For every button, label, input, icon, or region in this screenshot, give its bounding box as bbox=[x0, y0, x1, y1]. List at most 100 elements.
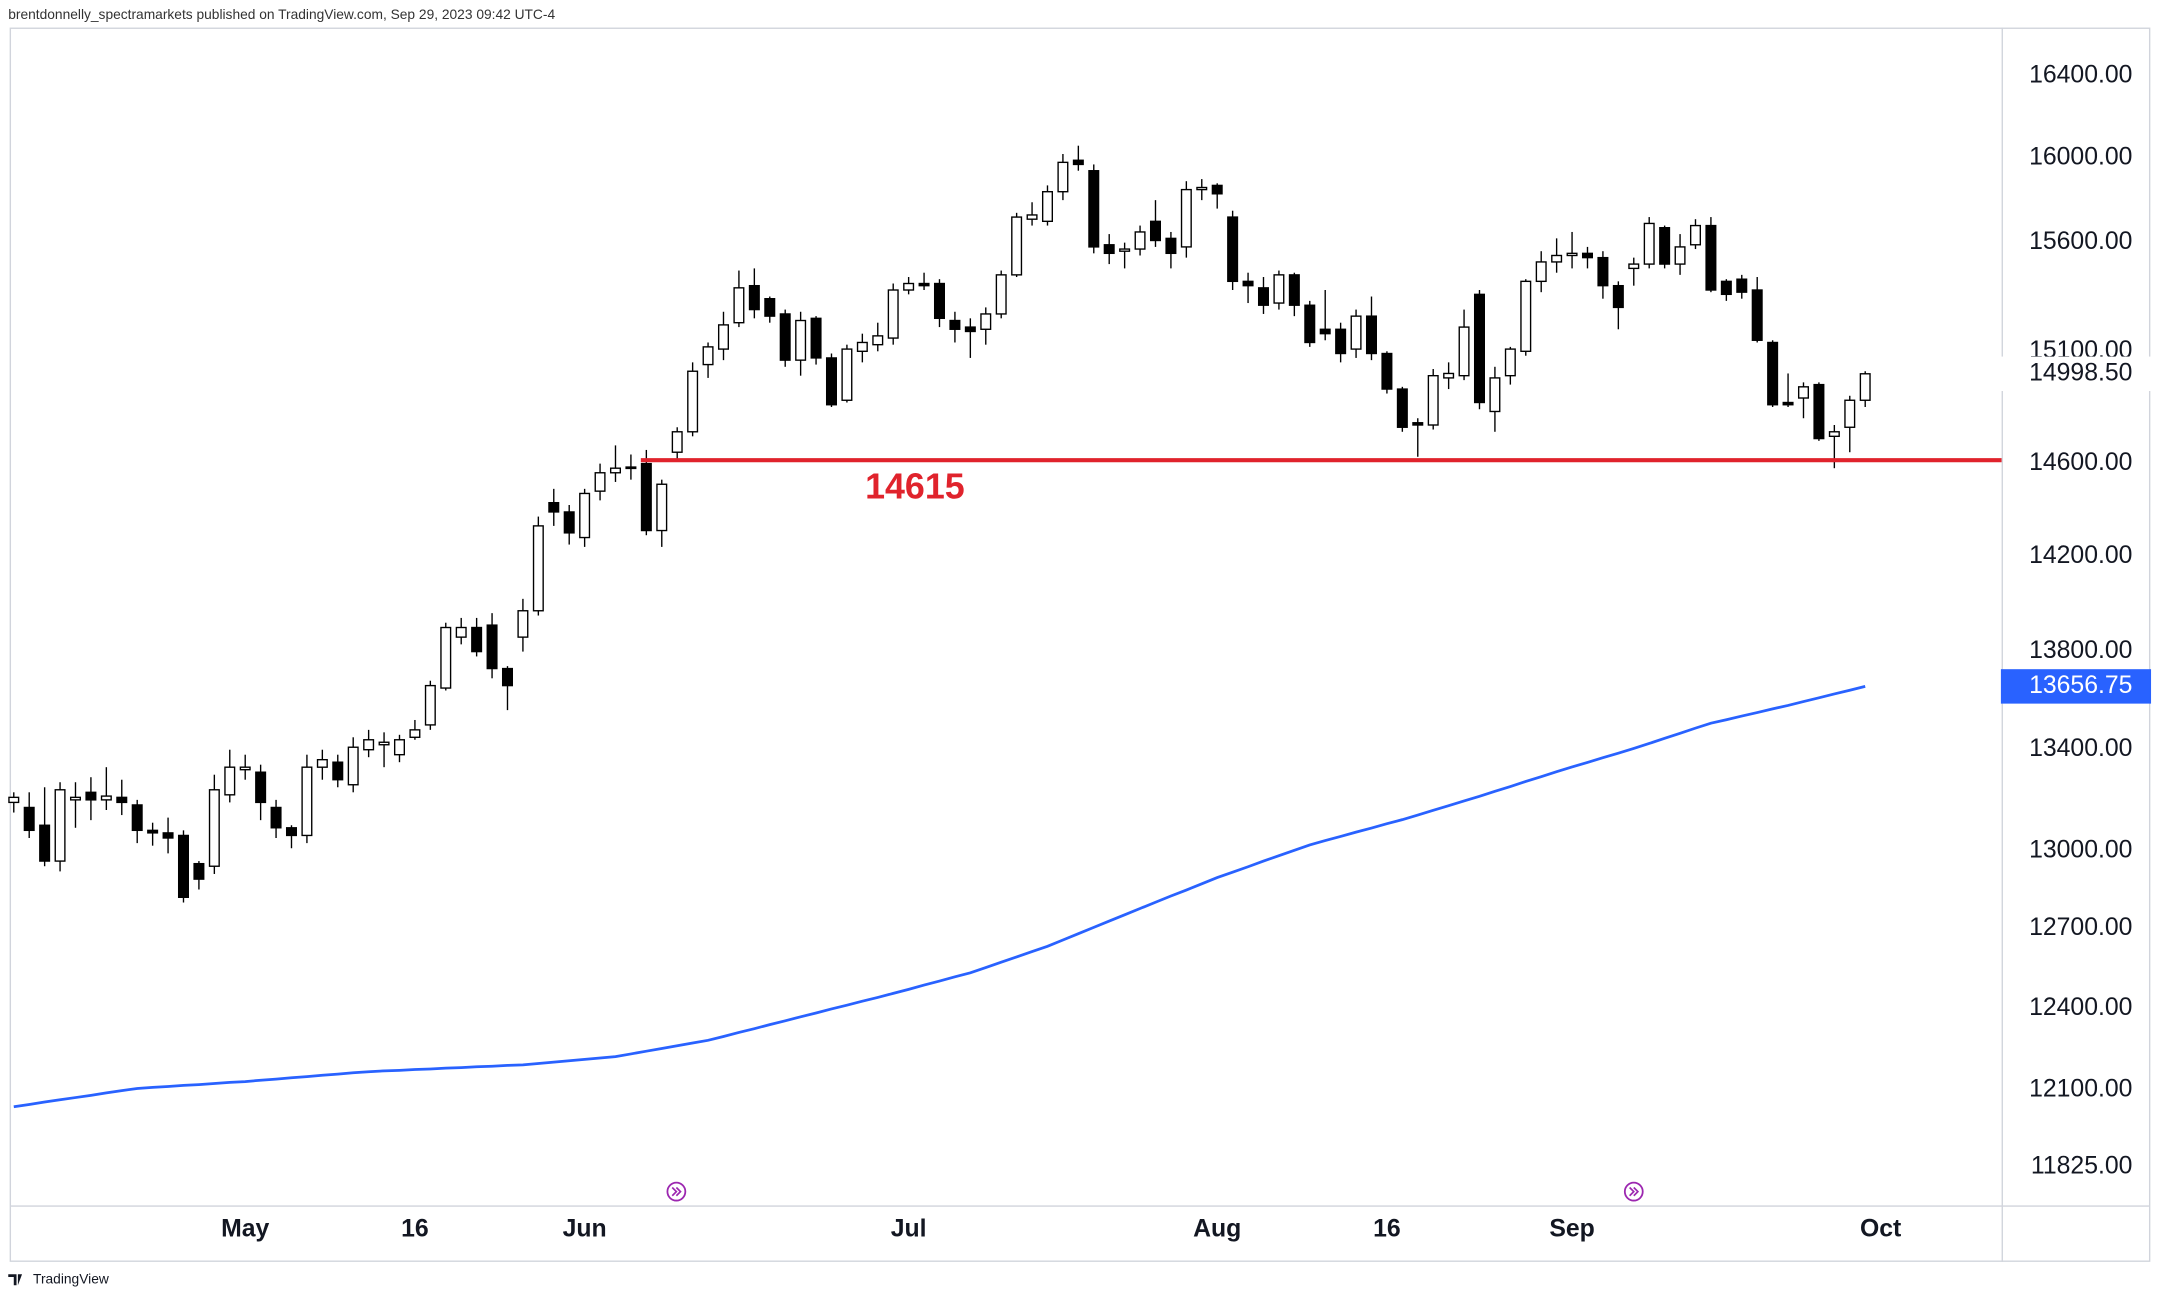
candle-body bbox=[1643, 222, 1655, 265]
candle-body bbox=[486, 624, 498, 670]
brand-logo bbox=[8, 1274, 23, 1286]
candle-body bbox=[748, 284, 760, 311]
candle-body bbox=[501, 667, 513, 687]
candle-body bbox=[1211, 184, 1223, 195]
candle-body bbox=[1134, 231, 1146, 250]
candle-body bbox=[177, 834, 189, 899]
candle-body bbox=[687, 370, 699, 433]
x-tick-label: 16 bbox=[1373, 1216, 1401, 1243]
brand-name: TradingView bbox=[33, 1271, 109, 1286]
candle-body bbox=[779, 313, 791, 361]
candle-body bbox=[656, 483, 668, 532]
y-tick-label: 15600.00 bbox=[2029, 228, 2132, 255]
candle-body bbox=[517, 610, 529, 638]
candle-body bbox=[887, 289, 899, 339]
candle-body bbox=[733, 287, 745, 324]
candle-body bbox=[856, 341, 868, 352]
y-tick-label: 12100.00 bbox=[2029, 1076, 2132, 1103]
candle-body bbox=[1581, 252, 1594, 259]
x-tick-label: Sep bbox=[1549, 1216, 1594, 1243]
candle-body bbox=[1088, 170, 1100, 248]
candle-body bbox=[1011, 216, 1023, 276]
candle-body bbox=[1057, 161, 1069, 193]
candle-body bbox=[563, 511, 575, 534]
candle-body bbox=[116, 796, 128, 804]
candle-body bbox=[147, 829, 159, 834]
candle-body bbox=[702, 346, 714, 366]
candle-body bbox=[532, 525, 544, 612]
candle-body bbox=[224, 766, 236, 796]
candle-body bbox=[440, 626, 452, 689]
candle-body bbox=[1257, 287, 1270, 306]
support-label: 14615 bbox=[865, 467, 965, 507]
candle-body bbox=[316, 758, 328, 768]
price-label-box bbox=[2000, 669, 2152, 704]
frame bbox=[9, 27, 2151, 1262]
candle-body bbox=[594, 472, 606, 492]
candle-body bbox=[1381, 352, 1393, 390]
candle-body bbox=[1674, 246, 1686, 265]
candle-body bbox=[1103, 244, 1115, 255]
candle-body bbox=[162, 832, 174, 839]
candle-body bbox=[625, 466, 637, 470]
candle-body bbox=[903, 282, 915, 291]
price-label-box bbox=[2000, 356, 2152, 392]
candle-body bbox=[1180, 188, 1192, 248]
candle-body bbox=[1041, 191, 1054, 223]
candle-body bbox=[1227, 216, 1239, 283]
candle-body bbox=[1350, 315, 1362, 350]
replay-icon[interactable] bbox=[1623, 1181, 1644, 1202]
candle-body bbox=[1365, 315, 1377, 355]
candle-body bbox=[1165, 237, 1177, 255]
candle-body bbox=[471, 626, 483, 653]
candle-body bbox=[301, 766, 313, 837]
candle-body bbox=[424, 684, 436, 726]
candle-body bbox=[1859, 373, 1871, 401]
candle-body bbox=[872, 335, 884, 346]
y-tick-label: 12400.00 bbox=[2029, 994, 2132, 1021]
publish-header: brentdonnelly_spectramarkets published o… bbox=[8, 7, 555, 22]
candle-body bbox=[1196, 186, 1208, 191]
candle-body bbox=[764, 298, 776, 317]
candle-body bbox=[332, 761, 344, 781]
y-tick-label: 13800.00 bbox=[2029, 637, 2132, 664]
y-tick-label: 14600.00 bbox=[2029, 449, 2132, 476]
candle-body bbox=[995, 274, 1007, 315]
candle-body bbox=[285, 827, 298, 837]
candle-body bbox=[1612, 284, 1624, 309]
candle-body bbox=[1504, 348, 1516, 377]
candle-body bbox=[841, 348, 853, 401]
replay-icon[interactable] bbox=[666, 1181, 687, 1202]
candle-body bbox=[39, 824, 51, 862]
candle-body bbox=[239, 766, 251, 771]
candle-body bbox=[378, 741, 390, 746]
y-tick-label: 16000.00 bbox=[2029, 144, 2132, 171]
candle-body bbox=[918, 282, 930, 287]
candle-body bbox=[1473, 293, 1486, 404]
y-tick-label: 16400.00 bbox=[2029, 61, 2132, 88]
candle-body bbox=[1396, 388, 1408, 428]
candle-body bbox=[1782, 401, 1794, 406]
candle-body bbox=[193, 862, 205, 880]
y-tick-label: 14200.00 bbox=[2029, 542, 2132, 569]
candle-body bbox=[1458, 326, 1470, 377]
moving-average-line bbox=[13, 685, 1866, 1109]
candle-body bbox=[609, 467, 621, 474]
candle-body bbox=[1335, 328, 1347, 355]
candle-body bbox=[717, 324, 730, 350]
candle-body bbox=[1597, 256, 1609, 287]
candle-body bbox=[23, 806, 35, 832]
candle-body bbox=[1119, 248, 1131, 252]
candle-body bbox=[1288, 274, 1300, 306]
candle-body bbox=[1535, 261, 1547, 283]
candle-body bbox=[1026, 214, 1038, 220]
candle-body bbox=[1520, 280, 1532, 352]
candle-body bbox=[347, 746, 359, 786]
candle-body bbox=[455, 626, 467, 638]
x-tick-label: Oct bbox=[1860, 1216, 1901, 1243]
candle-body bbox=[409, 729, 421, 738]
candle-body bbox=[1412, 422, 1424, 426]
candle-body bbox=[1689, 224, 1702, 246]
price-axis: 11825.00 12100.00 12400.00 12700.00 13000.00… bbox=[2000, 61, 2152, 1179]
